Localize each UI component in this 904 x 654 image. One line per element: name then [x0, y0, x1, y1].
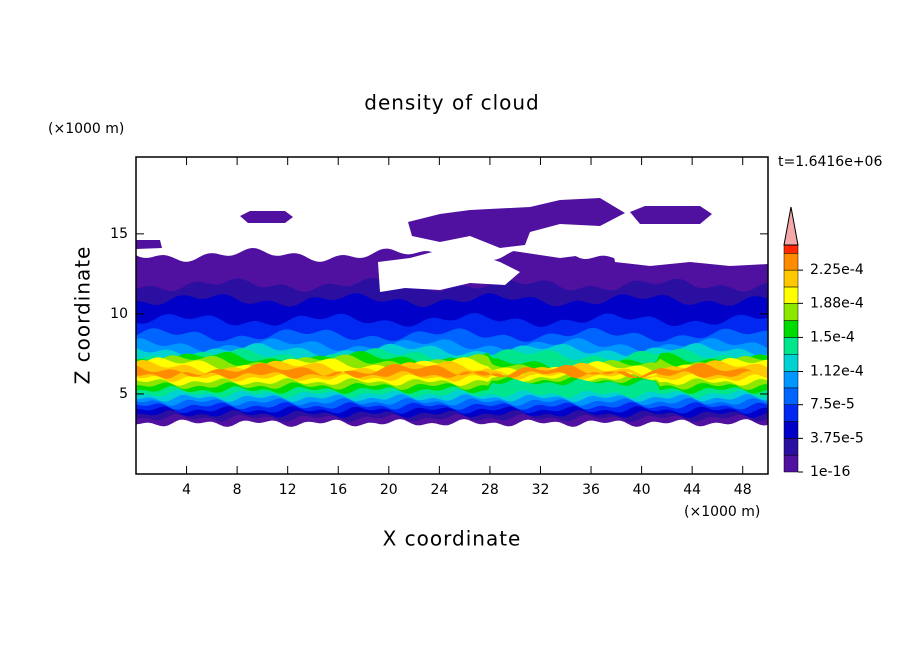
colorbar-extend — [783, 206, 799, 246]
x-tick-label: 32 — [532, 482, 550, 498]
contour-region — [630, 206, 712, 224]
x-tick-label: 4 — [182, 482, 191, 498]
plot-frame — [135, 156, 769, 475]
contour-region — [408, 198, 625, 248]
colorbar-band — [783, 421, 799, 439]
cloud-holes — [136, 230, 768, 292]
x-axis-label: X coordinate — [383, 527, 522, 551]
x-unit: (×1000 m) — [684, 504, 760, 520]
contour-region — [240, 211, 293, 223]
chart-title: density of cloud — [364, 91, 539, 115]
colorbar-band — [783, 320, 799, 338]
x-tick-label: 28 — [481, 482, 499, 498]
field — [136, 248, 768, 427]
y-tick-label: 15 — [110, 226, 128, 242]
colorbar-band — [783, 286, 799, 304]
colorbar-band — [783, 253, 799, 271]
x-tick-label: 36 — [582, 482, 600, 498]
colorbar-tick-label: 1.5e-4 — [810, 329, 855, 345]
colorbar: 1e-16 3.75e-5 7.5e-5 1.12e-4 1.5e-4 1.88e-4 2.… — [783, 206, 864, 480]
x-tick-label: 12 — [279, 482, 297, 498]
contour-region — [136, 363, 768, 379]
colorbar-band — [783, 337, 799, 355]
x-tick-label: 16 — [329, 482, 347, 498]
y-axis-label: Z coordinate — [71, 246, 95, 385]
colorbar-band — [783, 438, 799, 456]
colorbar-band — [783, 303, 799, 321]
x-tick-label: 8 — [233, 482, 242, 498]
y-unit: (×1000 m) — [48, 121, 124, 137]
x-tick-label: 48 — [734, 482, 752, 498]
colorbar-tick-label: 3.75e-5 — [810, 430, 864, 446]
colorbar-band — [783, 454, 799, 473]
colorbar-band — [783, 244, 799, 254]
colorbar-tick-label: 1.88e-4 — [810, 295, 864, 311]
time-label: t=1.6416e+06 — [778, 154, 882, 170]
colorbar-band — [783, 353, 799, 372]
x-tick-label: 40 — [633, 482, 651, 498]
colorbar-tick-label: 2.25e-4 — [810, 262, 864, 278]
x-tick-label: 20 — [380, 482, 398, 498]
cloud-blobs — [136, 198, 712, 249]
colorbar-band — [783, 404, 799, 422]
colorbar-band — [783, 387, 799, 405]
colorbar-tick-label: 7.5e-5 — [810, 397, 855, 413]
colorbar-band — [783, 269, 799, 288]
colorbar-tick-label: 1.12e-4 — [810, 364, 864, 380]
x-tick-label: 44 — [683, 482, 701, 498]
colorbar-tick-label: 1e-16 — [810, 464, 850, 480]
x-tick-label: 24 — [430, 482, 448, 498]
hole — [378, 250, 520, 292]
contour-region — [136, 240, 162, 249]
colorbar-band — [783, 371, 799, 389]
y-tick-label: 10 — [110, 306, 128, 322]
hole — [136, 230, 768, 258]
y-tick-label: 5 — [119, 386, 128, 402]
